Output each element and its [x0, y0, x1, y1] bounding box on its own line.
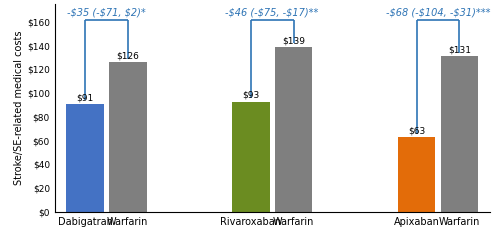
Text: $91: $91	[76, 93, 94, 102]
Y-axis label: Stroke/SE-related medical costs: Stroke/SE-related medical costs	[14, 31, 24, 185]
Bar	[109, 62, 146, 212]
Text: $139: $139	[282, 36, 305, 45]
Text: $63: $63	[408, 126, 426, 135]
Bar	[66, 104, 104, 212]
Text: $93: $93	[242, 91, 260, 100]
Bar	[232, 102, 270, 212]
Text: $126: $126	[116, 52, 139, 61]
Text: -$35 (-$71, $2)*: -$35 (-$71, $2)*	[67, 8, 146, 18]
Text: $131: $131	[448, 46, 471, 55]
Text: -$68 (-$104, -$31)***: -$68 (-$104, -$31)***	[386, 8, 490, 18]
Bar	[440, 56, 478, 212]
Bar	[398, 137, 436, 212]
Text: -$46 (-$75, -$17)**: -$46 (-$75, -$17)**	[226, 8, 319, 18]
Bar	[274, 47, 312, 212]
